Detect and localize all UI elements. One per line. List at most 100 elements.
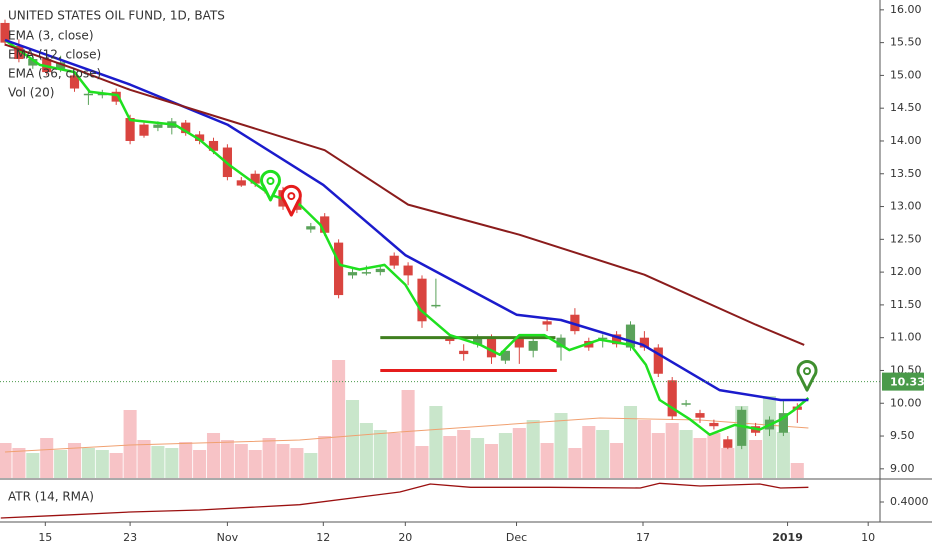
volume-bar [151,446,165,478]
volume-bar [484,444,499,478]
candle-body [556,337,566,348]
volume-bar [67,443,82,478]
ema-line [4,38,809,402]
volume-bar [54,450,68,478]
volume-bar [345,400,360,478]
volume-bar [234,444,248,478]
candle-body [709,422,719,427]
candle-body [208,140,219,151]
volume-bar [707,433,721,478]
y-tick-label: 0.4000 [890,495,929,508]
candle-body [431,304,441,307]
marker-dot [266,176,275,185]
chart-title: UNITED STATES OIL FUND, 1D, BATS [8,9,225,23]
candle-body [625,324,636,348]
candle-body [125,118,135,141]
volume-bar [193,450,207,478]
volume-bar [220,440,234,478]
x-tick-label: 15 [38,531,52,544]
candle-body [195,134,205,141]
candle-body [83,93,93,96]
volume-bar [26,453,40,478]
x-tick-label: 2019 [772,531,803,544]
volume-bar [318,436,332,478]
candle-body [695,413,705,418]
candle-body [486,337,497,358]
volume-bar [373,430,387,478]
volume-bar [248,450,262,478]
candle-body [653,347,663,374]
volume-bar [651,433,665,478]
marker-dot [287,192,296,201]
candle-body [306,226,316,230]
y-tick-label: 9.00 [890,462,915,475]
legend-entry: EMA (36, close) [8,67,101,81]
y-tick-label: 15.00 [890,68,922,81]
candle-body [639,337,649,348]
last-price-box [882,372,924,391]
y-tick-label: 9.50 [890,429,915,442]
volume-bar [262,438,276,478]
y-tick-label: 11.00 [890,331,922,344]
volume-bar [332,360,346,478]
volume-bar [762,396,777,478]
volume-bar [457,430,471,478]
volume-bar [776,432,790,478]
volume-bar [679,430,693,478]
volume-bar [0,443,12,478]
candle-body [0,22,10,43]
candle-body [28,59,38,66]
y-tick-label: 15.50 [890,36,922,49]
volume-bar [95,450,109,478]
x-tick-label: Dec [506,531,527,544]
candle-body [250,173,260,184]
candle-body [139,124,149,136]
x-tick-label: 23 [123,531,137,544]
y-tick-label: 14.50 [890,101,922,114]
legend-entry: EMA (12, close) [8,48,101,62]
candle-body [389,255,399,266]
volume-ma-line [4,417,809,453]
volume-bar [623,406,638,478]
y-tick-label: 16.00 [890,3,922,16]
volume-bar [554,413,568,478]
volume-bar [540,443,554,478]
candle-body [111,91,121,102]
candle-body [473,337,483,345]
marker-dot [803,367,812,376]
candle-body [542,321,552,325]
volume-bar [109,453,123,478]
volume-bar [40,438,54,478]
legend-entry: Vol (20) [8,86,54,100]
volume-bar [123,410,137,478]
volume-bar [429,406,443,478]
volume-bar [137,440,151,478]
volume-bar [790,463,804,478]
candle-body [737,409,747,446]
candle-body [528,340,538,351]
volume-bar [665,423,679,478]
y-tick-label: 13.00 [890,200,922,213]
marker-pin [260,169,281,202]
volume-bar [512,428,526,478]
volume-bar [721,448,735,478]
last-price-label: 10.33 [890,376,925,389]
candle-body [14,45,24,60]
candle-body [612,334,622,345]
volume-bar [81,448,95,478]
candle-body [403,265,413,276]
volume-bar [637,420,651,478]
marker-pin [796,360,818,392]
candle-body [500,350,510,361]
y-tick-label: 12.50 [890,232,922,245]
volume-bar [387,433,401,478]
candle-body [417,278,427,322]
candle-body [347,272,358,276]
atr-label: ATR (14, RMA) [8,490,94,504]
candle-body [153,124,163,128]
volume-bar [693,438,707,478]
y-tick-label: 14.00 [890,134,922,147]
volume-bar [401,390,415,478]
volume-bar [526,420,540,478]
